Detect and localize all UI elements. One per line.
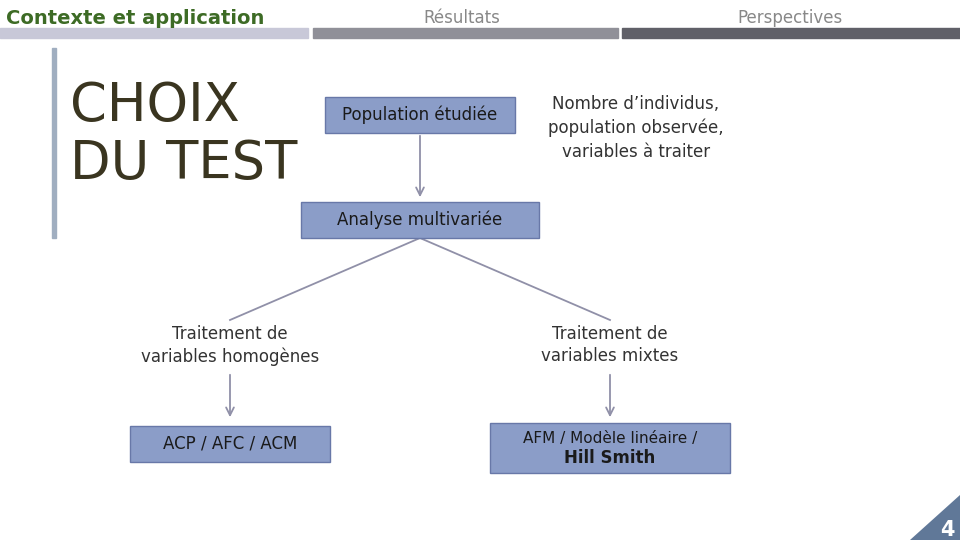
FancyBboxPatch shape <box>490 423 730 473</box>
Bar <box>313 28 618 38</box>
FancyBboxPatch shape <box>325 97 515 133</box>
Bar <box>0 28 308 38</box>
Bar <box>52 48 56 238</box>
Text: Nombre d’individus,
population observée,
variables à traiter: Nombre d’individus, population observée,… <box>548 95 724 161</box>
Text: Perspectives: Perspectives <box>737 9 843 27</box>
Text: AFM / Modèle linéaire /: AFM / Modèle linéaire / <box>523 431 697 447</box>
Text: Traitement de
variables mixtes: Traitement de variables mixtes <box>541 325 679 365</box>
Bar <box>622 28 960 38</box>
Text: Résultats: Résultats <box>423 9 500 27</box>
Text: ACP / AFC / ACM: ACP / AFC / ACM <box>163 435 298 453</box>
FancyBboxPatch shape <box>130 426 330 462</box>
Text: Analyse multivariée: Analyse multivariée <box>337 211 503 229</box>
Text: 4: 4 <box>940 520 954 540</box>
FancyBboxPatch shape <box>301 202 539 238</box>
Text: Hill Smith: Hill Smith <box>564 449 656 467</box>
Text: CHOIX
DU TEST: CHOIX DU TEST <box>70 80 298 190</box>
Text: Traitement de
variables homogènes: Traitement de variables homogènes <box>141 325 319 366</box>
Text: Contexte et application: Contexte et application <box>6 9 264 28</box>
Polygon shape <box>910 495 960 540</box>
Text: Population étudiée: Population étudiée <box>343 106 497 124</box>
